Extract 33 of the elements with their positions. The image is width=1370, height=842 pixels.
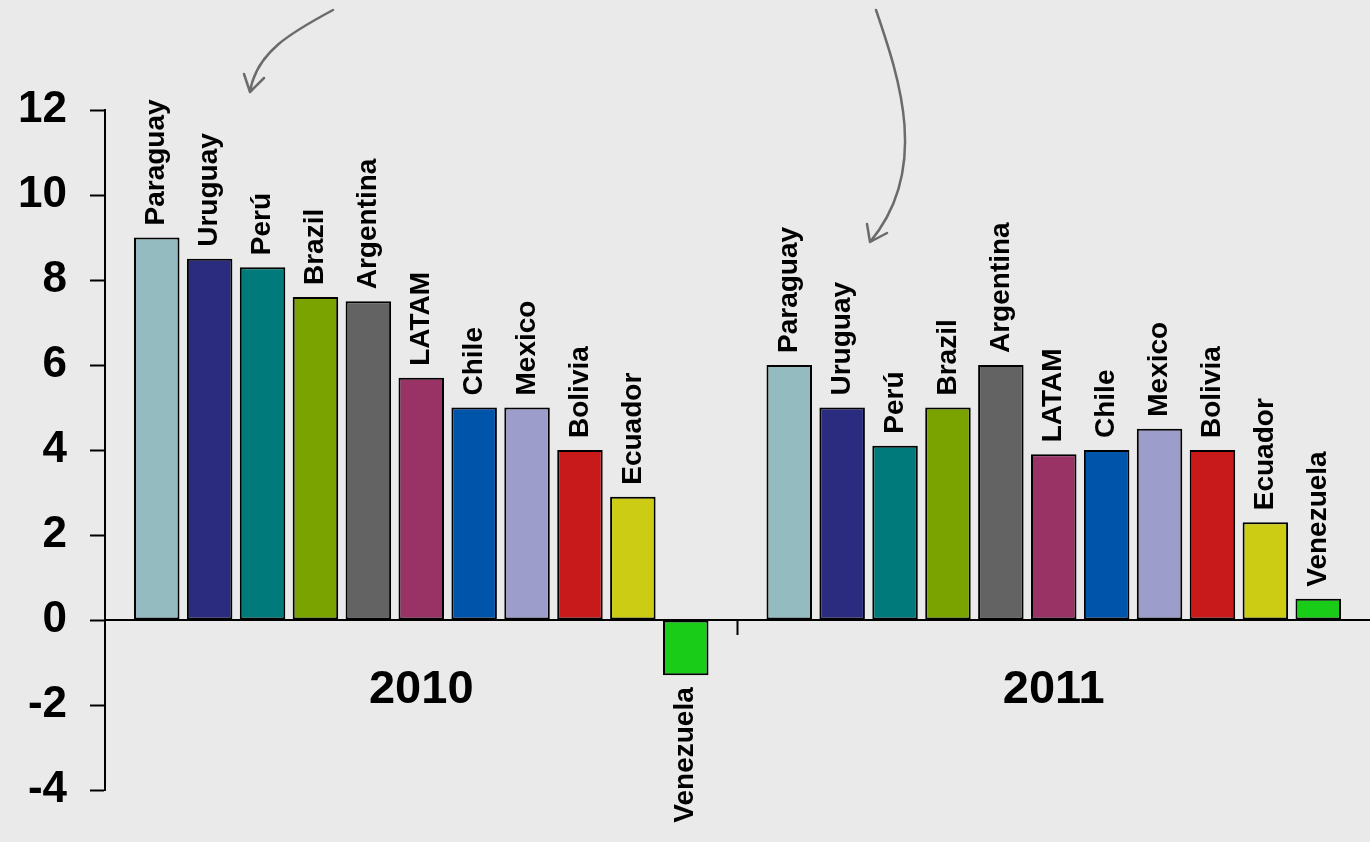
text: Chile xyxy=(456,327,488,396)
text: Brazil xyxy=(298,208,330,285)
y-tick-label: -4 xyxy=(27,762,68,812)
x-tick-label: 2011 xyxy=(1002,660,1105,714)
y-tick-label: 0 xyxy=(42,592,67,642)
text: Brazil xyxy=(930,319,962,396)
text: Perú xyxy=(245,193,277,256)
y-tick-label: 8 xyxy=(42,252,67,302)
text: Uruguay xyxy=(192,132,224,247)
y-tick-label: 6 xyxy=(42,337,67,387)
text: Argentina xyxy=(983,222,1015,353)
text: Bolivia xyxy=(562,345,594,438)
text: Perú xyxy=(877,371,909,434)
text: Venezuela xyxy=(668,686,700,823)
text: LATAM xyxy=(403,271,435,366)
text: Paraguay xyxy=(771,226,803,353)
y-tick-label: 4 xyxy=(42,422,68,472)
y-tick-label: 10 xyxy=(18,167,67,217)
text: Argentina xyxy=(351,158,383,290)
text: Chile xyxy=(1089,369,1121,438)
text: Mexico xyxy=(1142,321,1174,417)
y-tick-label: -2 xyxy=(27,677,67,727)
y-tick-label: 12 xyxy=(18,82,67,132)
text: Ecuador xyxy=(1248,398,1280,511)
text: Uruguay xyxy=(824,281,856,396)
text: Venezuela xyxy=(1300,451,1332,587)
x-tick-label: 2010 xyxy=(368,660,474,714)
text: Ecuador xyxy=(615,372,647,485)
text: Bolivia xyxy=(1195,346,1227,438)
text: Mexico xyxy=(509,300,541,396)
y-tick-label: 2 xyxy=(42,507,67,557)
text: LATAM xyxy=(1036,348,1068,443)
text: Paraguay xyxy=(139,99,171,226)
